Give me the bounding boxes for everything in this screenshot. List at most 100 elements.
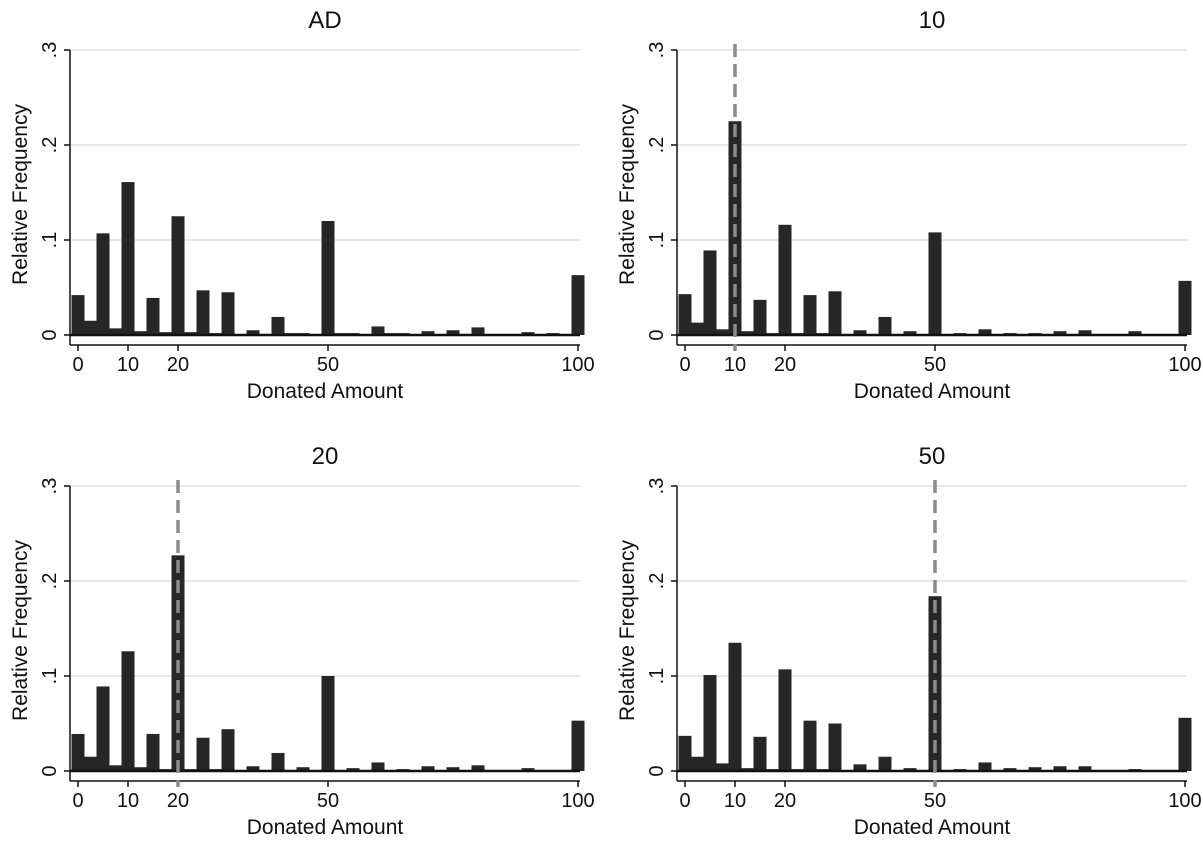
bar [346, 768, 360, 771]
chart-title: 10 [919, 7, 946, 34]
bar [728, 642, 742, 771]
bar [321, 676, 335, 771]
chart-panel: 20 0 .1 .2 .3 0 10 20 50 100 Donated Amount Relativ… [9, 443, 595, 839]
bar [1178, 717, 1192, 771]
y-tick-label: .3 [39, 478, 61, 495]
chart-title: 20 [312, 443, 339, 470]
bar [121, 182, 135, 335]
bar [753, 299, 767, 335]
x-tick-label: 20 [167, 354, 189, 376]
y-tick-label: .1 [646, 668, 668, 685]
y-tick-label: 0 [39, 329, 61, 340]
bar [134, 331, 147, 335]
bar [903, 331, 917, 335]
bar [803, 720, 817, 771]
y-tick-label: .2 [646, 573, 668, 590]
bar [741, 331, 754, 335]
x-tick-label: 10 [117, 790, 139, 812]
bar [296, 767, 310, 771]
bar [853, 330, 867, 335]
bar [853, 764, 867, 771]
bar [978, 762, 992, 771]
bar [691, 322, 704, 335]
bar [321, 221, 335, 335]
bar [878, 316, 892, 335]
chart-panel: 50 0 .1 .2 .3 0 10 20 50 100 Donated Amount Relativ… [616, 443, 1202, 839]
bar [246, 330, 260, 335]
y-axis-label: Relative Frequency [616, 104, 639, 285]
y-tick-label: .1 [39, 232, 61, 249]
y-tick-label: .2 [39, 137, 61, 154]
x-tick-label: 50 [317, 790, 339, 812]
x-tick-label: 50 [317, 354, 339, 376]
bar [678, 735, 692, 771]
chart-title: AD [308, 7, 341, 34]
bar [778, 224, 792, 335]
y-tick-label: .3 [39, 42, 61, 59]
x-tick-label: 10 [724, 354, 746, 376]
bar [271, 316, 285, 335]
bar [753, 736, 767, 771]
bar [716, 329, 729, 335]
bar [96, 686, 110, 771]
bar [778, 669, 792, 771]
bar [928, 232, 942, 335]
bar [521, 768, 535, 771]
y-tick-label: .3 [646, 478, 668, 495]
bar [703, 675, 717, 771]
y-tick-label: 0 [646, 765, 668, 776]
x-tick-label: 100 [1168, 790, 1201, 812]
bar [903, 768, 917, 771]
x-tick-label: 0 [679, 790, 690, 812]
bar [159, 332, 172, 335]
bar [84, 320, 97, 335]
bar [271, 752, 285, 771]
bar [84, 756, 97, 771]
bar [878, 756, 892, 771]
bar [446, 330, 460, 335]
bar [184, 332, 197, 335]
bar [246, 766, 260, 771]
bar [678, 294, 692, 335]
x-tick-label: 100 [561, 354, 594, 376]
bar [146, 733, 160, 771]
bar [703, 250, 717, 335]
bar [521, 332, 535, 335]
x-axis-label: Donated Amount [247, 816, 404, 839]
bar [1003, 768, 1017, 771]
x-axis-label: Donated Amount [854, 816, 1011, 839]
bar [571, 275, 585, 335]
y-tick-label: .1 [39, 668, 61, 685]
x-tick-label: 0 [72, 354, 83, 376]
x-axis-label: Donated Amount [854, 380, 1011, 403]
bar [196, 737, 210, 771]
x-tick-label: 10 [117, 354, 139, 376]
bar [741, 768, 754, 771]
y-axis-label: Relative Frequency [9, 104, 32, 285]
y-axis-label: Relative Frequency [616, 540, 639, 721]
bar [828, 723, 842, 771]
x-axis-label: Donated Amount [247, 380, 404, 403]
bar [109, 765, 122, 771]
x-tick-label: 20 [774, 354, 796, 376]
chart-title: 50 [919, 443, 946, 470]
bar [146, 297, 160, 335]
bar [371, 762, 385, 771]
bar [1053, 766, 1067, 771]
bar [71, 295, 85, 335]
chart-panel: AD 0 .1 .2 .3 0 10 20 50 100 Donated Amount Relativ… [9, 7, 595, 403]
x-tick-label: 50 [924, 354, 946, 376]
x-tick-label: 20 [774, 790, 796, 812]
bar [828, 291, 842, 335]
bar [1053, 331, 1067, 335]
bar [1128, 331, 1142, 335]
bar [121, 651, 135, 771]
bar [371, 326, 385, 335]
bar [196, 290, 210, 335]
x-tick-label: 10 [724, 790, 746, 812]
x-tick-label: 0 [72, 790, 83, 812]
bar [421, 766, 435, 771]
bar [134, 767, 147, 771]
bar [1028, 767, 1042, 771]
